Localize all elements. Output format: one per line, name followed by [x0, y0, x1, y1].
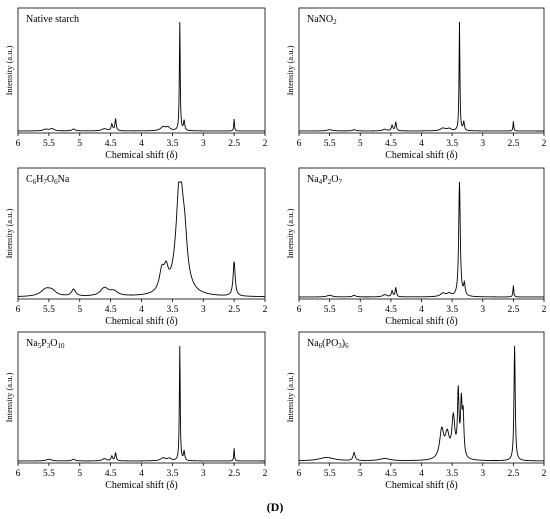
- x-tick-label: 6: [16, 305, 21, 315]
- spectrum-line: [299, 21, 544, 132]
- spectrum-line: [299, 181, 544, 298]
- x-tick-label: 5: [77, 469, 82, 479]
- spectrum-line: [18, 345, 265, 462]
- nmr-panel-4: Na4P2O7 Intensity (a.u.) 6 5.5 5 4.5 4 3.5 3 2.5 2…: [285, 167, 547, 327]
- plot-frame: [17, 331, 266, 464]
- nmr-panel-2: NaNO2 Intensity (a.u.) 6 5.5 5 4.5 4 3.5 3 2.5 2 Ch…: [285, 7, 547, 161]
- x-tick-label: 3.5: [166, 469, 178, 479]
- x-tick-label: 4: [419, 139, 424, 149]
- x-tick-label: 6: [297, 139, 302, 149]
- x-tick-label: 6: [297, 305, 302, 315]
- x-tick-label: 4.5: [385, 305, 397, 315]
- x-tick-label: 3: [480, 305, 485, 315]
- panel-title: C6H7O6Na: [26, 174, 70, 186]
- x-axis-label: Chemical shift (δ): [385, 316, 457, 327]
- plot-frame: [298, 167, 545, 300]
- x-tick-label: 2.5: [507, 139, 519, 149]
- y-axis-label: Intensity (a.u.): [285, 45, 295, 95]
- x-tick-label: 5.5: [324, 305, 336, 315]
- x-axis-label: Chemical shift (δ): [105, 150, 177, 161]
- x-tick-label: 5: [358, 469, 363, 479]
- panel-title: Na4P2O7: [307, 174, 342, 186]
- plot-frame: [17, 167, 266, 300]
- x-axis-label: Chemical shift (δ): [385, 150, 457, 161]
- figure-label: (D): [266, 500, 284, 514]
- plot-frame: [17, 7, 266, 134]
- x-tick-label: 4: [419, 469, 424, 479]
- nmr-panel-6: Na6(PO3)6 Intensity (a.u.) 6 5.5 5 4.5 4 3.5 3 2.…: [285, 331, 547, 491]
- panel-title: Na5P3O10: [26, 338, 65, 350]
- spectrum-line: [17, 181, 266, 297]
- x-tick-label: 2: [542, 469, 547, 479]
- x-tick-label: 3.5: [166, 305, 178, 315]
- x-axis-label: Chemical shift (δ): [105, 316, 177, 327]
- x-tick-label: 2.5: [228, 469, 240, 479]
- plot-frame: [298, 331, 545, 464]
- x-tick-label: 2: [263, 305, 268, 315]
- x-tick-label: 6: [16, 139, 21, 149]
- y-axis-label: Intensity (a.u.): [4, 208, 14, 258]
- x-tick-label: 3: [480, 469, 485, 479]
- x-tick-label: 6: [16, 469, 21, 479]
- x-tick-label: 3: [201, 469, 206, 479]
- x-tick-label: 3: [480, 139, 485, 149]
- x-tick-label: 4.5: [385, 139, 397, 149]
- y-axis-label: Intensity (a.u.): [4, 372, 14, 422]
- nmr-panel-3: C6H7O6Na Intensity (a.u.) 6 5.5 5 4.5 4 3.5 3 2.5…: [4, 167, 268, 327]
- x-tick-label: 5: [77, 305, 82, 315]
- x-tick-label: 2.5: [228, 139, 240, 149]
- x-tick-label: 4: [139, 305, 144, 315]
- panel-title: Native starch: [26, 14, 79, 25]
- x-tick-label: 3: [201, 305, 206, 315]
- panel-title: Na6(PO3)6: [307, 338, 349, 350]
- x-tick-label: 5.5: [324, 469, 336, 479]
- x-tick-label: 2: [542, 139, 547, 149]
- x-tick-label: 2.5: [507, 469, 519, 479]
- x-tick-label: 5.5: [43, 305, 55, 315]
- spectrum-line: [299, 345, 544, 462]
- x-tick-label: 5: [358, 139, 363, 149]
- x-tick-label: 2: [542, 305, 547, 315]
- x-tick-label: 6: [297, 469, 302, 479]
- spectrum-line: [18, 21, 265, 132]
- x-axis-label: Chemical shift (δ): [385, 480, 457, 491]
- x-tick-label: 5: [358, 305, 363, 315]
- x-tick-label: 5.5: [43, 469, 55, 479]
- x-tick-label: 4.5: [105, 139, 117, 149]
- y-axis-label: Intensity (a.u.): [4, 45, 14, 95]
- nmr-panel-5: Na5P3O10 Intensity (a.u.) 6 5.5 5 4.5 4 3.5 3 2.5…: [4, 331, 268, 491]
- x-tick-label: 5.5: [324, 139, 336, 149]
- x-tick-label: 3.5: [446, 469, 458, 479]
- x-tick-label: 3.5: [446, 305, 458, 315]
- y-axis-label: Intensity (a.u.): [285, 208, 295, 258]
- x-tick-label: 5: [77, 139, 82, 149]
- x-tick-label: 2: [263, 469, 268, 479]
- x-tick-label: 4: [139, 469, 144, 479]
- plot-frame: [298, 7, 545, 134]
- x-tick-label: 4: [419, 305, 424, 315]
- y-axis-label: Intensity (a.u.): [285, 372, 295, 422]
- x-tick-label: 3.5: [166, 139, 178, 149]
- x-tick-label: 3: [201, 139, 206, 149]
- x-tick-label: 2.5: [507, 305, 519, 315]
- x-axis-label: Chemical shift (δ): [105, 480, 177, 491]
- panel-title: NaNO2: [307, 14, 337, 26]
- x-tick-label: 4.5: [105, 305, 117, 315]
- nmr-panel-1: Native starch Intensity (a.u.) 6 5.5 5 4.5 4 3.…: [4, 7, 268, 161]
- x-tick-label: 5.5: [43, 139, 55, 149]
- x-tick-label: 2: [263, 139, 268, 149]
- x-tick-label: 4: [139, 139, 144, 149]
- x-tick-label: 2.5: [228, 305, 240, 315]
- x-tick-label: 4.5: [105, 469, 117, 479]
- x-tick-label: 4.5: [385, 469, 397, 479]
- x-tick-label: 3.5: [446, 139, 458, 149]
- nmr-figure: Native starch Intensity (a.u.) 6 5.5 5 4.5 4 3.…: [4, 7, 547, 491]
